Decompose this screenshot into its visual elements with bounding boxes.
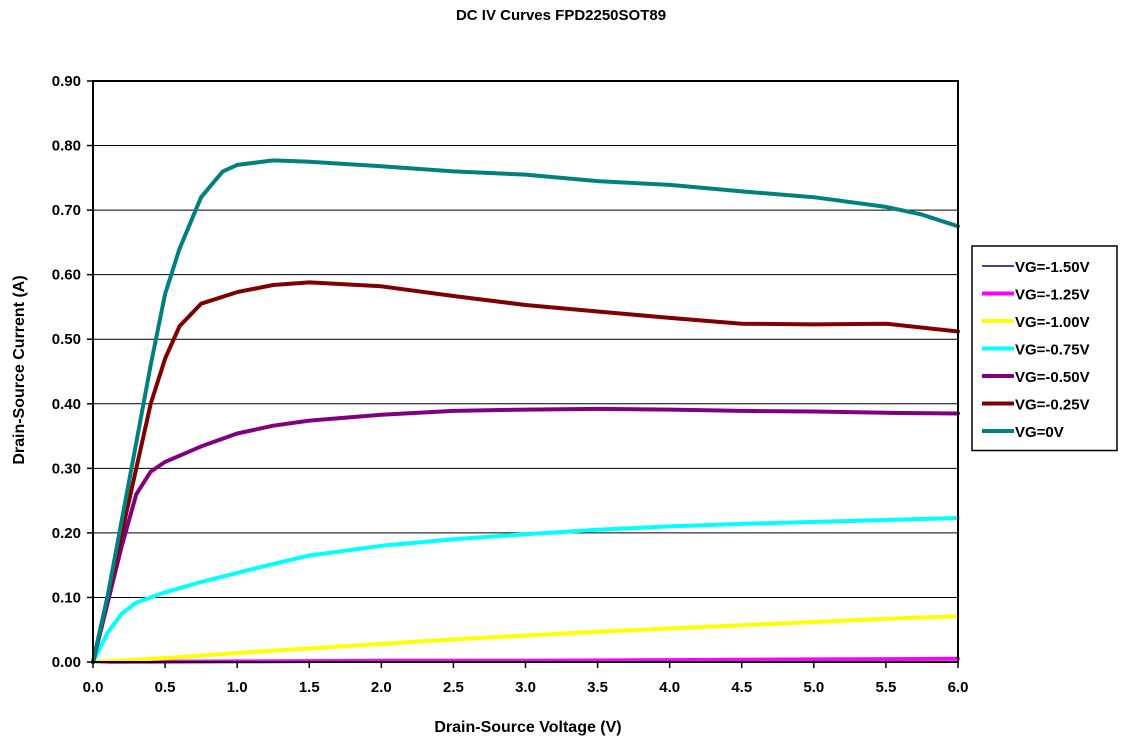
y-tick-label: 0.50: [52, 331, 81, 348]
x-tick-label: 4.0: [659, 679, 680, 696]
y-axis-label: Drain-Source Current (A): [11, 275, 28, 464]
plot-area: [93, 81, 958, 662]
y-tick-label: 0.60: [52, 267, 81, 284]
x-tick-label: 0.0: [83, 679, 104, 696]
y-tick-label: 0.10: [52, 589, 81, 606]
legend-label: VG=0V: [1015, 424, 1064, 441]
x-axis-label: Drain-Source Voltage (V): [434, 719, 621, 736]
series-line: [91, 158, 960, 664]
x-tick-label: 1.0: [227, 679, 248, 696]
x-tick-label: 1.5: [299, 679, 320, 696]
x-tick-label: 4.5: [731, 679, 752, 696]
legend: VG=-1.50V VG=-1.25V VG=-1.00V VG=-0.75V VG=-…: [971, 245, 1118, 452]
y-axis-ticks: 0.00 0.10 0.20 0.30 0.40 0.50 0.60 0.70 0.80 0.90: [52, 73, 93, 671]
legend-label: VG=-1.50V: [1015, 259, 1090, 276]
x-tick-label: 6.0: [948, 679, 969, 696]
x-tick-label: 3.5: [587, 679, 608, 696]
legend-label: VG=-0.25V: [1015, 397, 1090, 414]
y-tick-label: 0.70: [52, 202, 81, 219]
legend-label: VG=-1.00V: [1015, 314, 1090, 331]
series-line: [91, 516, 960, 664]
y-tick-label: 0.00: [52, 654, 81, 671]
series-line: [91, 280, 960, 664]
legend-label: VG=-0.50V: [1015, 369, 1090, 386]
x-tick-label: 5.5: [875, 679, 896, 696]
x-tick-label: 2.0: [371, 679, 392, 696]
series-line: [91, 614, 960, 664]
x-tick-label: 5.0: [803, 679, 824, 696]
x-tick-label: 2.5: [443, 679, 464, 696]
legend-label: VG=-0.75V: [1015, 342, 1090, 359]
x-axis-ticks: 0.0 0.5 1.0 1.5 2.0 2.5 3.0 3.5 4.0 4.5 5.0 5.5 6.0: [83, 662, 969, 696]
series-line: [91, 406, 960, 664]
x-tick-label: 3.0: [515, 679, 536, 696]
x-tick-label: 0.5: [155, 679, 176, 696]
y-tick-label: 0.20: [52, 525, 81, 542]
y-tick-label: 0.90: [52, 73, 81, 90]
y-tick-label: 0.80: [52, 138, 81, 155]
y-tick-label: 0.30: [52, 460, 81, 477]
chart-title: DC IV Curves FPD2250SOT89: [456, 7, 666, 24]
y-tick-label: 0.40: [52, 396, 81, 413]
legend-label: VG=-1.25V: [1015, 287, 1090, 304]
